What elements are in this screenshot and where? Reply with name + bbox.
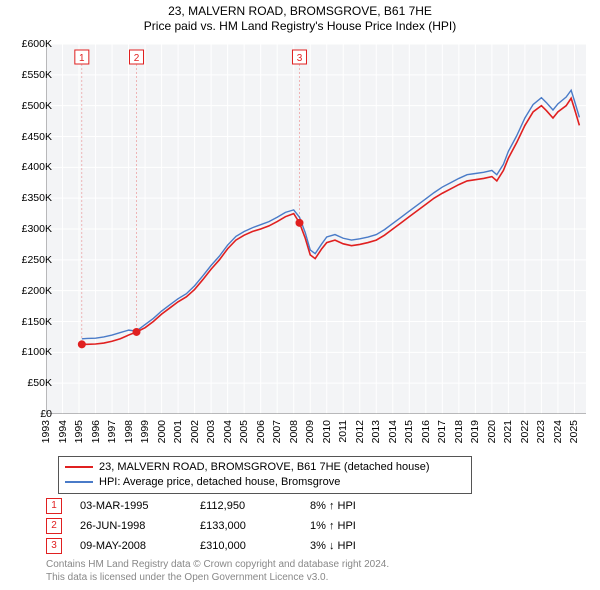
sale-price: £310,000 (200, 540, 310, 552)
x-tick-label: 2012 (354, 420, 366, 443)
x-tick-label: 2024 (552, 420, 564, 443)
y-tick-label: £250K (22, 254, 52, 266)
sales-row: 2 26-JUN-1998 £133,000 1% ↑ HPI (46, 516, 430, 536)
y-tick-label: £550K (22, 69, 52, 81)
figure: 23, MALVERN ROAD, BROMSGROVE, B61 7HE Pr… (0, 0, 600, 590)
x-tick-label: 2021 (502, 420, 514, 443)
legend-label: HPI: Average price, detached house, Brom… (99, 475, 340, 490)
svg-text:3: 3 (297, 53, 303, 64)
sale-marker-box: 3 (46, 538, 62, 554)
x-tick-label: 2025 (568, 420, 580, 443)
x-tick-label: 1993 (40, 420, 52, 443)
chart-plot-area: 1 2 3 (46, 44, 586, 414)
x-tick-label: 2000 (156, 420, 168, 443)
x-tick-label: 2009 (304, 420, 316, 443)
y-tick-label: £300K (22, 223, 52, 235)
legend-item: HPI: Average price, detached house, Brom… (65, 475, 465, 490)
sale-price: £133,000 (200, 520, 310, 532)
sales-row: 3 09-MAY-2008 £310,000 3% ↓ HPI (46, 536, 430, 556)
x-tick-label: 2004 (222, 420, 234, 443)
sale-price: £112,950 (200, 500, 310, 512)
y-tick-label: £350K (22, 192, 52, 204)
sale-date: 09-MAY-2008 (80, 540, 200, 552)
sales-table: 1 03-MAR-1995 £112,950 8% ↑ HPI 2 26-JUN… (46, 496, 430, 556)
sale-date: 03-MAR-1995 (80, 500, 200, 512)
y-tick-label: £450K (22, 131, 52, 143)
x-tick-label: 1996 (90, 420, 102, 443)
x-tick-label: 2020 (486, 420, 498, 443)
title-line-1: 23, MALVERN ROAD, BROMSGROVE, B61 7HE (0, 4, 600, 18)
footer-line-1: Contains HM Land Registry data © Crown c… (46, 558, 389, 571)
y-tick-label: £0 (40, 408, 52, 420)
x-tick-label: 1995 (73, 420, 85, 443)
legend: 23, MALVERN ROAD, BROMSGROVE, B61 7HE (d… (58, 456, 472, 494)
x-tick-label: 2022 (519, 420, 531, 443)
sale-hpi-diff: 3% ↓ HPI (310, 540, 430, 552)
x-tick-label: 2001 (172, 420, 184, 443)
sale-hpi-diff: 1% ↑ HPI (310, 520, 430, 532)
x-tick-label: 2016 (420, 420, 432, 443)
x-tick-label: 1997 (106, 420, 118, 443)
x-tick-label: 2008 (288, 420, 300, 443)
y-tick-label: £500K (22, 100, 52, 112)
svg-text:1: 1 (79, 53, 85, 64)
y-tick-label: £150K (22, 316, 52, 328)
sale-marker-box: 1 (46, 498, 62, 514)
legend-label: 23, MALVERN ROAD, BROMSGROVE, B61 7HE (d… (99, 460, 430, 475)
sale-marker-box: 2 (46, 518, 62, 534)
x-tick-label: 2019 (469, 420, 481, 443)
sale-hpi-diff: 8% ↑ HPI (310, 500, 430, 512)
y-tick-label: £50K (27, 377, 52, 389)
sales-row: 1 03-MAR-1995 £112,950 8% ↑ HPI (46, 496, 430, 516)
y-tick-label: £600K (22, 38, 52, 50)
y-tick-label: £200K (22, 285, 52, 297)
chart-titles: 23, MALVERN ROAD, BROMSGROVE, B61 7HE Pr… (0, 0, 600, 33)
x-tick-label: 2003 (205, 420, 217, 443)
x-tick-label: 2018 (453, 420, 465, 443)
y-tick-label: £400K (22, 161, 52, 173)
x-tick-label: 2005 (238, 420, 250, 443)
x-tick-label: 1994 (57, 420, 69, 443)
legend-swatch (65, 466, 93, 468)
x-tick-label: 2014 (387, 420, 399, 443)
y-tick-label: £100K (22, 346, 52, 358)
legend-swatch (65, 481, 93, 483)
title-line-2: Price paid vs. HM Land Registry's House … (0, 19, 600, 33)
x-tick-label: 2006 (255, 420, 267, 443)
x-tick-label: 2002 (189, 420, 201, 443)
x-tick-label: 2010 (321, 420, 333, 443)
svg-text:2: 2 (134, 53, 140, 64)
x-tick-label: 2015 (403, 420, 415, 443)
x-tick-label: 2017 (436, 420, 448, 443)
x-tick-label: 2013 (370, 420, 382, 443)
x-tick-label: 2011 (337, 420, 349, 443)
sale-date: 26-JUN-1998 (80, 520, 200, 532)
chart-svg: 1 2 3 (46, 44, 586, 414)
footer-line-2: This data is licensed under the Open Gov… (46, 571, 389, 584)
x-tick-label: 2007 (271, 420, 283, 443)
x-tick-label: 1999 (139, 420, 151, 443)
x-tick-label: 1998 (123, 420, 135, 443)
x-tick-label: 2023 (535, 420, 547, 443)
attribution-footer: Contains HM Land Registry data © Crown c… (46, 558, 389, 584)
legend-item: 23, MALVERN ROAD, BROMSGROVE, B61 7HE (d… (65, 460, 465, 475)
